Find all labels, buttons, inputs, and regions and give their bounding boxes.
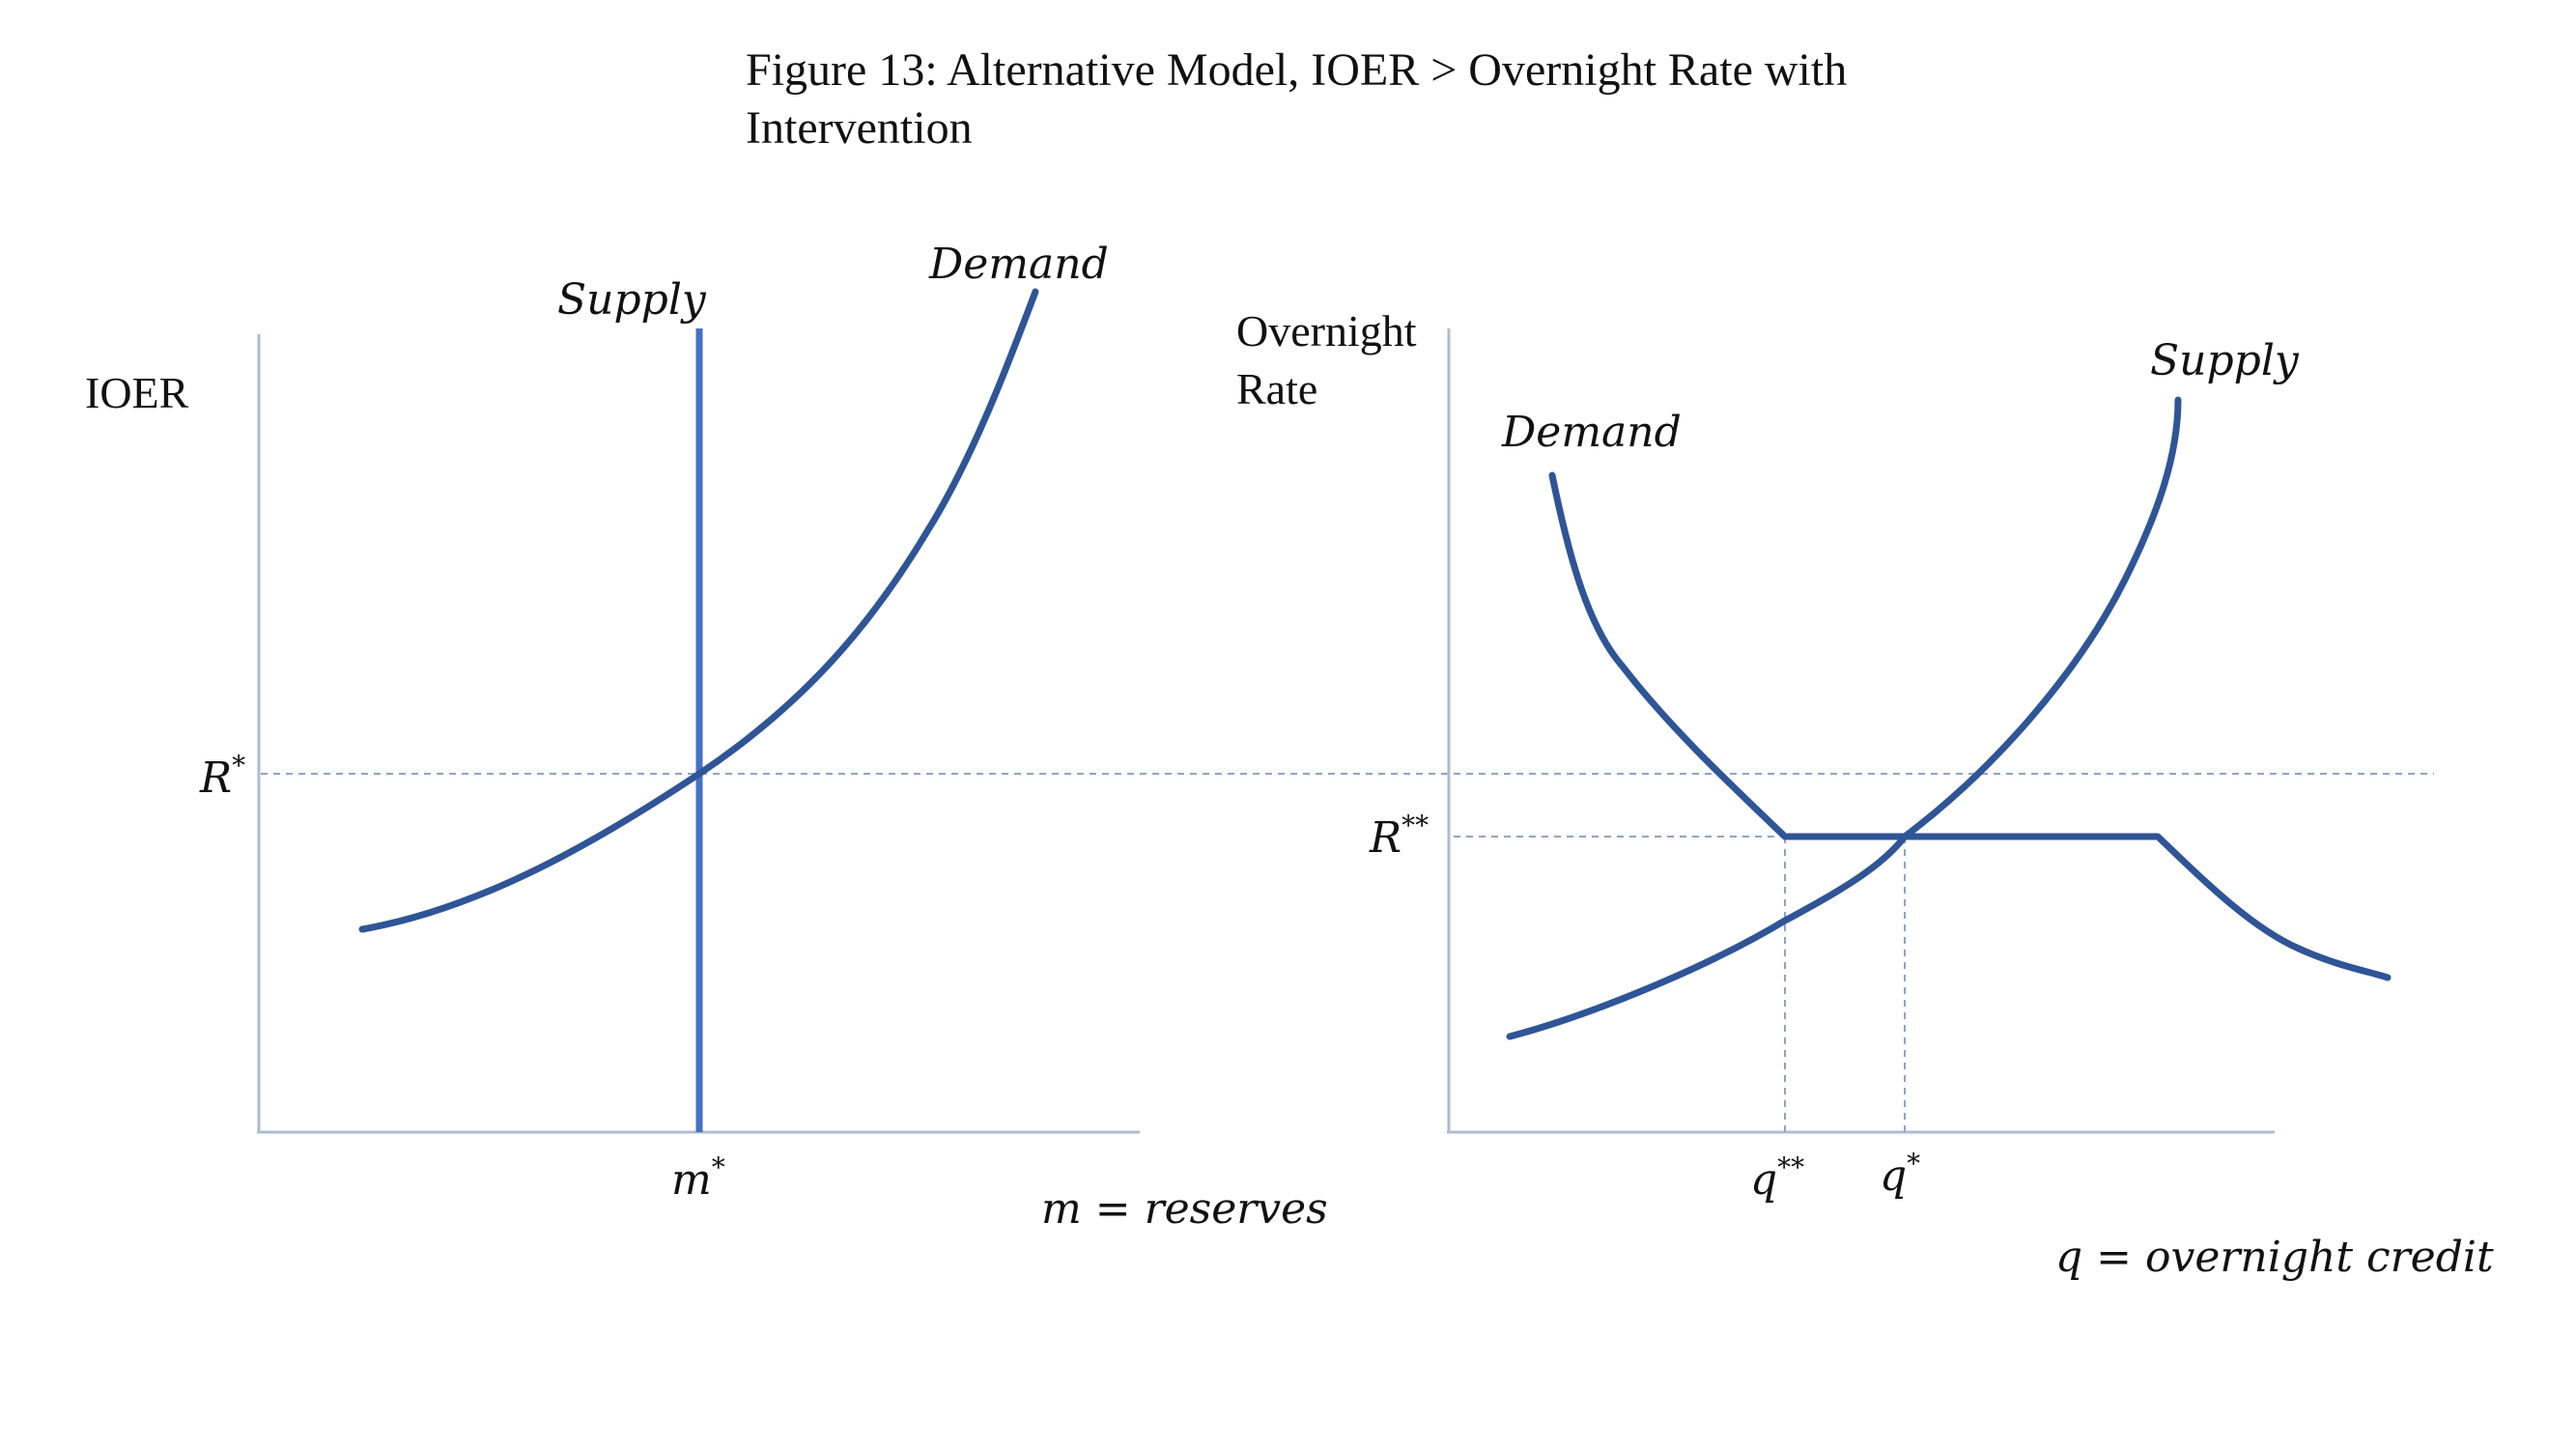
- left-r-star-label: R*: [199, 750, 245, 803]
- right-q-double-star-label: q**: [1750, 1151, 1804, 1205]
- left-m-star-label: m*: [671, 1151, 725, 1205]
- right-r-double-star-sup: **: [1401, 810, 1429, 841]
- right-q-double-star-base: q: [1750, 1155, 1777, 1205]
- left-r-star-sup: *: [232, 750, 245, 781]
- left-demand-label: Demand: [928, 240, 1109, 289]
- right-supply-label: Supply: [2150, 336, 2300, 385]
- right-demand-label: Demand: [1501, 408, 1682, 457]
- left-panel: IOER Supply Demand R* m* m = reserves: [85, 240, 1328, 1234]
- left-supply-label: Supply: [557, 275, 707, 325]
- right-supply-curve: [1506, 396, 2182, 1040]
- right-q-double-star-sup: **: [1777, 1151, 1804, 1183]
- right-y-axis-label-line-2: Rate: [1236, 364, 1317, 413]
- right-demand-curve: [1548, 471, 2392, 981]
- left-m-star-base: m: [671, 1155, 712, 1205]
- right-y-axis-label-line-1: Overnight: [1236, 306, 1417, 355]
- left-demand-curve: [358, 288, 1039, 933]
- left-m-star-sup: *: [712, 1151, 725, 1183]
- right-x-axis-caption: q = overnight credit: [2055, 1233, 2494, 1282]
- left-y-axis-label: IOER: [85, 368, 189, 417]
- figure-title-line-1: Figure 13: Alternative Model, IOER > Ove…: [746, 44, 1847, 96]
- right-panel: Overnight Rate Demand Supply R** q** q* …: [1236, 306, 2494, 1282]
- figure-title-line-2: Intervention: [746, 102, 973, 154]
- right-q-star-sup: *: [1907, 1148, 1920, 1179]
- right-r-double-star-base: R: [1369, 813, 1401, 863]
- right-q-star-label: q*: [1880, 1148, 1920, 1201]
- right-r-double-star-label: R**: [1369, 810, 1429, 863]
- left-r-star-base: R: [199, 753, 232, 803]
- right-q-star-base: q: [1880, 1151, 1907, 1201]
- left-x-axis-caption: m = reserves: [1041, 1184, 1328, 1234]
